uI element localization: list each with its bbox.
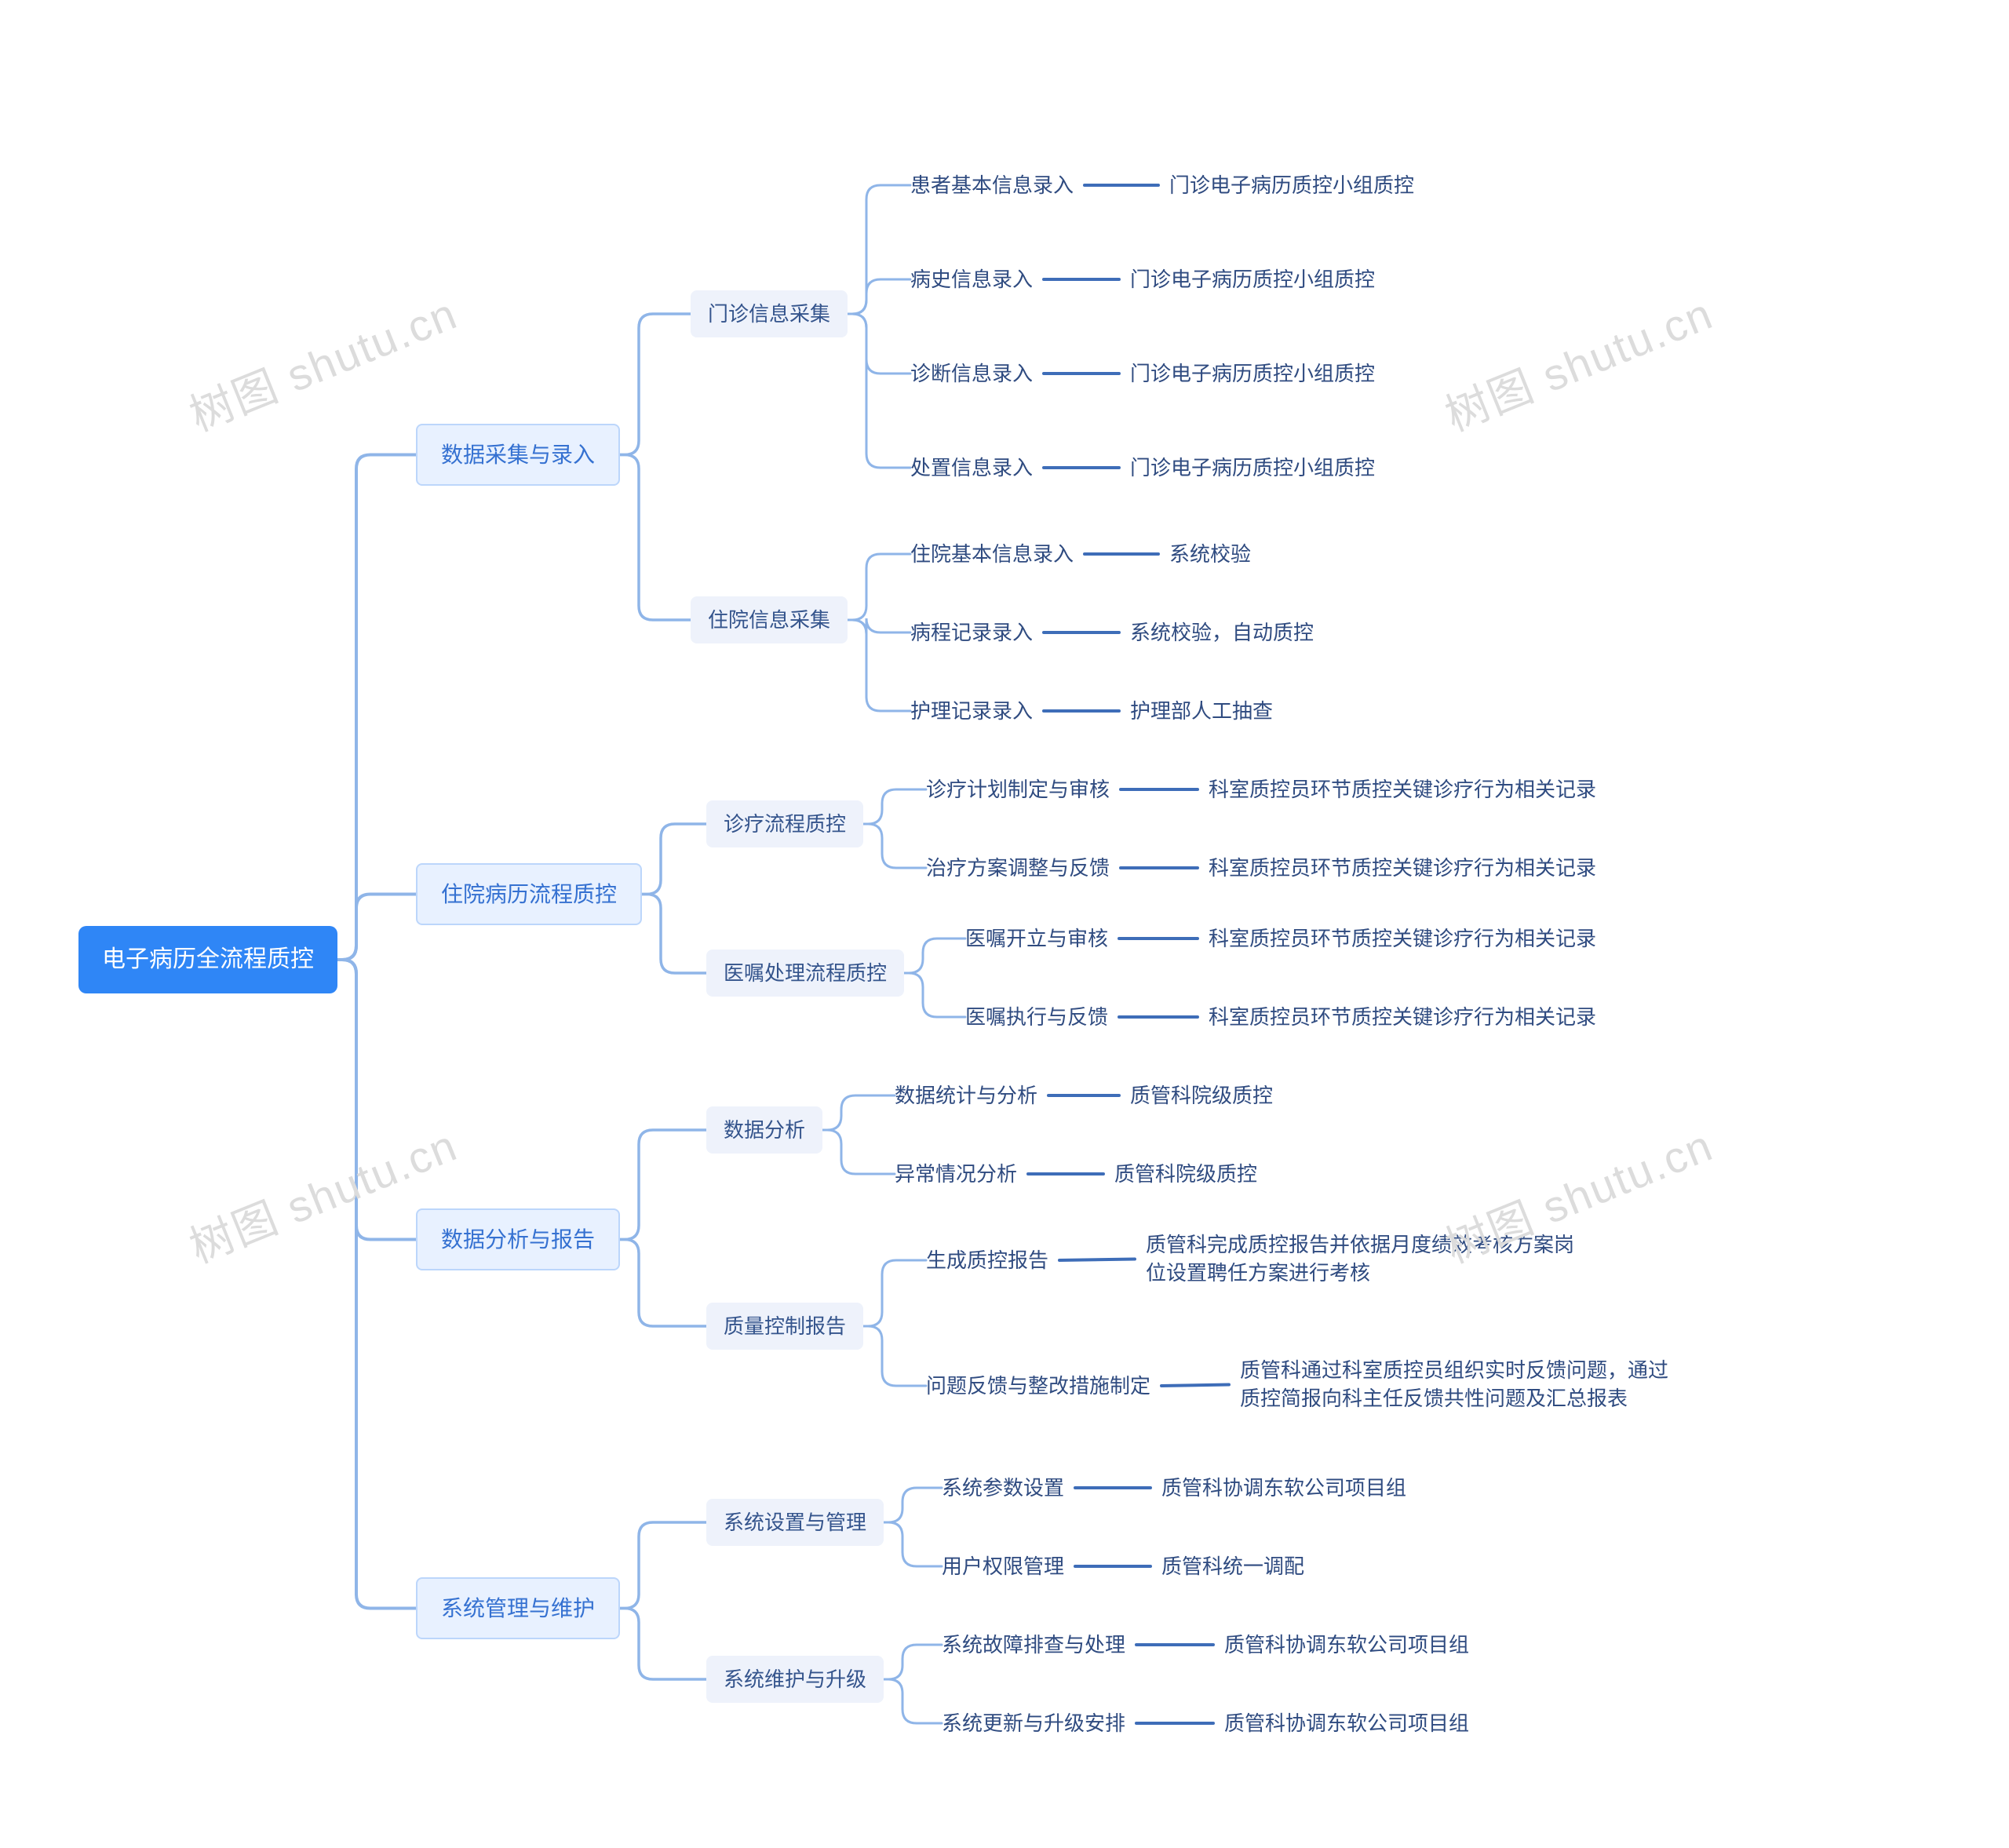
node-b1a1: 科室质控员环节质控关键诊疗行为相关记录 bbox=[1209, 769, 1596, 810]
node-d1a1: 质管科协调东软公司项目组 bbox=[1161, 1467, 1406, 1508]
node-a2a: 住院基本信息录入 bbox=[910, 534, 1074, 574]
node-a1c1: 门诊电子病历质控小组质控 bbox=[1130, 353, 1375, 394]
node-c1a1: 质管科院级质控 bbox=[1130, 1075, 1273, 1116]
node-b: 住院病历流程质控 bbox=[416, 863, 642, 925]
node-a2: 住院信息采集 bbox=[691, 596, 848, 643]
node-d: 系统管理与维护 bbox=[416, 1577, 620, 1639]
node-d2b1: 质管科协调东软公司项目组 bbox=[1224, 1703, 1469, 1744]
node-b2a1: 科室质控员环节质控关键诊疗行为相关记录 bbox=[1209, 918, 1596, 959]
node-a1d1: 门诊电子病历质控小组质控 bbox=[1130, 447, 1375, 488]
node-c1b: 异常情况分析 bbox=[895, 1154, 1017, 1194]
node-a1c: 诊断信息录入 bbox=[910, 353, 1033, 394]
node-d2b: 系统更新与升级安排 bbox=[942, 1703, 1125, 1744]
watermark: 树图 shutu.cn bbox=[179, 279, 465, 443]
node-c2a1: 质管科完成质控报告并依据月度绩效考核方案岗位设置聘任方案进行考核 bbox=[1146, 1224, 1585, 1294]
node-d2a1: 质管科协调东软公司项目组 bbox=[1224, 1624, 1469, 1665]
node-c2b: 问题反馈与整改措施制定 bbox=[926, 1365, 1150, 1406]
node-b2: 医嘱处理流程质控 bbox=[706, 950, 904, 997]
node-a2c: 护理记录录入 bbox=[910, 691, 1033, 731]
node-root: 电子病历全流程质控 bbox=[78, 926, 337, 993]
node-c2b1: 质管科通过科室质控员组织实时反馈问题，通过质控简报向科主任反馈共性问题及汇总报表 bbox=[1240, 1350, 1679, 1420]
node-d2a: 系统故障排查与处理 bbox=[942, 1624, 1125, 1665]
node-b2a: 医嘱开立与审核 bbox=[965, 918, 1108, 959]
node-b1b: 治疗方案调整与反馈 bbox=[926, 847, 1110, 888]
node-a2a1: 系统校验 bbox=[1169, 534, 1251, 574]
node-a1b1: 门诊电子病历质控小组质控 bbox=[1130, 259, 1375, 300]
node-a2c1: 护理部人工抽查 bbox=[1130, 691, 1273, 731]
node-d1: 系统设置与管理 bbox=[706, 1499, 884, 1546]
node-a1a: 患者基本信息录入 bbox=[910, 165, 1074, 206]
node-a2b1: 系统校验，自动质控 bbox=[1130, 612, 1314, 653]
node-c2: 质量控制报告 bbox=[706, 1303, 863, 1350]
node-b1: 诊疗流程质控 bbox=[706, 800, 863, 847]
node-b1a: 诊疗计划制定与审核 bbox=[926, 769, 1110, 810]
node-b2b: 医嘱执行与反馈 bbox=[965, 997, 1108, 1037]
node-a1: 门诊信息采集 bbox=[691, 290, 848, 337]
node-a1b: 病史信息录入 bbox=[910, 259, 1033, 300]
node-a2b: 病程记录录入 bbox=[910, 612, 1033, 653]
node-c1: 数据分析 bbox=[706, 1106, 822, 1154]
node-a: 数据采集与录入 bbox=[416, 424, 620, 486]
node-d1a: 系统参数设置 bbox=[942, 1467, 1064, 1508]
node-a1a1: 门诊电子病历质控小组质控 bbox=[1169, 165, 1414, 206]
node-d1b: 用户权限管理 bbox=[942, 1546, 1064, 1587]
node-c1a: 数据统计与分析 bbox=[895, 1075, 1037, 1116]
node-a1d: 处置信息录入 bbox=[910, 447, 1033, 488]
node-c2a: 生成质控报告 bbox=[926, 1240, 1048, 1281]
watermark: 树图 shutu.cn bbox=[1435, 279, 1721, 443]
mindmap-canvas: 电子病历全流程质控数据采集与录入门诊信息采集患者基本信息录入门诊电子病历质控小组… bbox=[0, 0, 2009, 1848]
node-b2b1: 科室质控员环节质控关键诊疗行为相关记录 bbox=[1209, 997, 1596, 1037]
node-c: 数据分析与报告 bbox=[416, 1208, 620, 1270]
node-d1b1: 质管科统一调配 bbox=[1161, 1546, 1304, 1587]
node-b1b1: 科室质控员环节质控关键诊疗行为相关记录 bbox=[1209, 847, 1596, 888]
node-c1b1: 质管科院级质控 bbox=[1114, 1154, 1257, 1194]
node-d2: 系统维护与升级 bbox=[706, 1656, 884, 1703]
